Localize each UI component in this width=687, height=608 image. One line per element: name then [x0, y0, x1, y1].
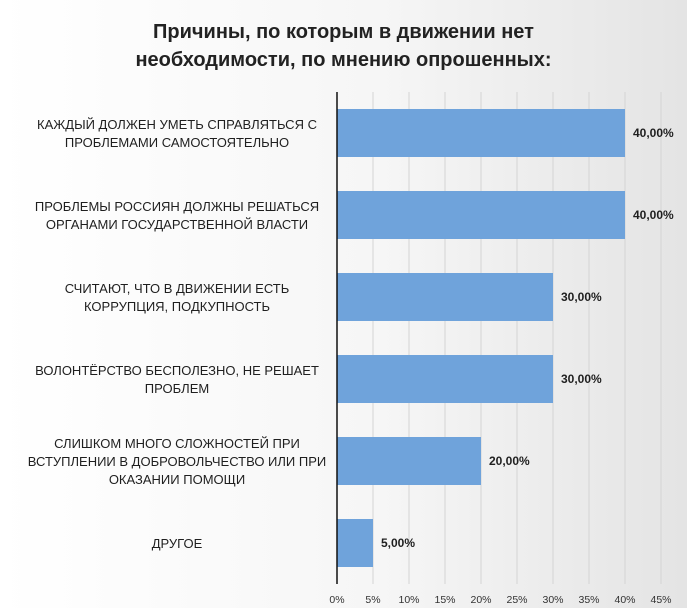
chart-title-line: Причины, по которым в движении нет [153, 21, 534, 43]
x-tick-label: 0% [329, 594, 344, 606]
data-label: 5,00% [381, 536, 415, 550]
data-label: 40,00% [633, 126, 674, 140]
bar [337, 273, 553, 321]
bar [337, 109, 625, 157]
chart-title-line: необходимости, по мнению опрошенных: [135, 49, 552, 71]
chart-title: Причины, по которым в движении нет необх… [0, 18, 687, 74]
x-tick-label: 20% [470, 594, 491, 606]
category-label: ВСТУПЛЕНИИ В ДОБРОВОЛЬЧЕСТВО ИЛИ ПРИ [28, 454, 327, 469]
category-label: ПРОБЛЕМ [145, 381, 209, 396]
x-tick-label: 30% [542, 594, 563, 606]
x-tick-label: 5% [365, 594, 380, 606]
x-tick-label: 25% [506, 594, 527, 606]
bar [337, 355, 553, 403]
x-tick-label: 35% [578, 594, 599, 606]
category-label: ВОЛОНТЁРСТВО БЕСПОЛЕЗНО, НЕ РЕШАЕТ [35, 363, 319, 378]
bar [337, 437, 481, 485]
category-label: ПРОБЛЕМАМИ САМОСТОЯТЕЛЬНО [65, 135, 289, 150]
category-label: ОКАЗАНИИ ПОМОЩИ [109, 472, 245, 487]
category-label: КОРРУПЦИЯ, ПОДКУПНОСТЬ [84, 299, 270, 314]
category-label: ДРУГОЕ [152, 536, 203, 551]
data-label: 30,00% [561, 290, 602, 304]
data-label: 20,00% [489, 454, 530, 468]
bar [337, 519, 373, 567]
x-tick-label: 15% [434, 594, 455, 606]
x-tick-label: 45% [650, 594, 671, 606]
x-tick-label: 40% [614, 594, 635, 606]
category-label: СЧИТАЮТ, ЧТО В ДВИЖЕНИИ ЕСТЬ [65, 281, 290, 296]
category-label: СЛИШКОМ МНОГО СЛОЖНОСТЕЙ ПРИ [54, 436, 300, 451]
category-label: КАЖДЫЙ ДОЛЖЕН УМЕТЬ СПРАВЛЯТЬСЯ С [37, 117, 317, 132]
data-label: 30,00% [561, 372, 602, 386]
category-label: ПРОБЛЕМЫ РОССИЯН ДОЛЖНЫ РЕШАТЬСЯ [35, 199, 319, 214]
category-label: ОРГАНАМИ ГОСУДАРСТВЕННОЙ ВЛАСТИ [46, 217, 308, 232]
data-label: 40,00% [633, 208, 674, 222]
x-tick-label: 10% [398, 594, 419, 606]
bar [337, 191, 625, 239]
